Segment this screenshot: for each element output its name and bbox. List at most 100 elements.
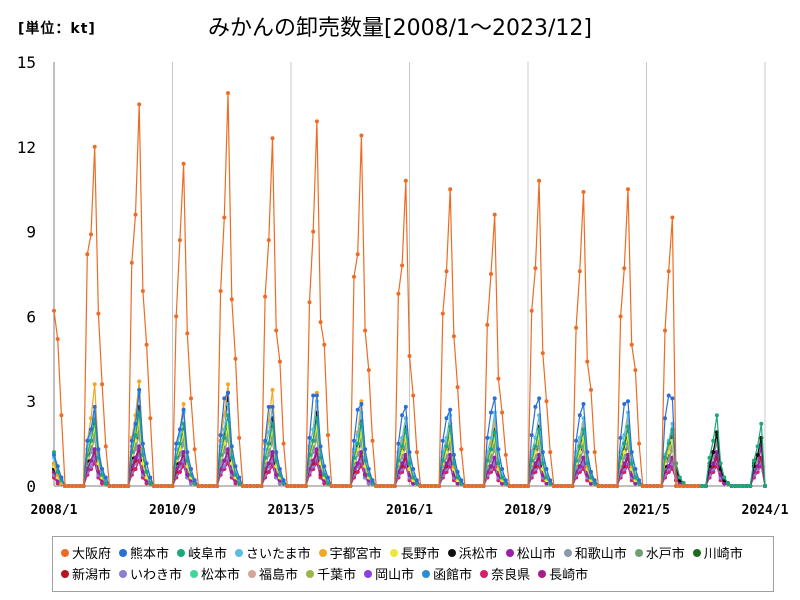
series-path bbox=[613, 189, 654, 487]
data-point bbox=[611, 484, 616, 488]
data-point bbox=[252, 484, 256, 488]
data-point bbox=[263, 438, 268, 443]
y-tick-label: 9 bbox=[26, 223, 36, 242]
data-point bbox=[577, 458, 582, 463]
data-point bbox=[492, 396, 497, 401]
data-point bbox=[326, 481, 330, 486]
data-point bbox=[718, 461, 723, 466]
data-point bbox=[681, 484, 686, 488]
data-point bbox=[55, 337, 60, 341]
data-point bbox=[755, 464, 760, 469]
data-point bbox=[177, 441, 182, 446]
data-point bbox=[496, 461, 501, 466]
data-point bbox=[318, 444, 323, 449]
data-point bbox=[270, 136, 275, 141]
data-point bbox=[52, 308, 56, 313]
legend-marker-icon bbox=[61, 548, 69, 557]
data-point bbox=[222, 464, 227, 469]
data-point bbox=[485, 458, 490, 463]
gridlines bbox=[53, 62, 766, 486]
data-point bbox=[396, 441, 401, 446]
data-point bbox=[92, 382, 97, 387]
data-point bbox=[522, 484, 527, 488]
data-point bbox=[696, 484, 701, 488]
data-point bbox=[226, 91, 230, 96]
legend-marker-icon bbox=[538, 569, 547, 578]
data-point bbox=[85, 252, 90, 257]
data-point bbox=[637, 441, 642, 446]
data-point bbox=[218, 289, 223, 293]
legend-item: 函館市 bbox=[422, 563, 472, 584]
legend-label: 浜松市 bbox=[458, 547, 498, 562]
x-tick-label: 2018/9 bbox=[505, 503, 552, 518]
data-point bbox=[537, 427, 542, 432]
data-point bbox=[233, 356, 238, 361]
data-point bbox=[192, 447, 197, 452]
data-point bbox=[166, 484, 171, 488]
data-point bbox=[500, 475, 505, 480]
legend-marker-icon bbox=[248, 569, 257, 578]
legend-marker-icon bbox=[447, 548, 456, 557]
series-path bbox=[479, 214, 521, 487]
legend-marker-icon bbox=[119, 569, 128, 578]
data-point bbox=[411, 467, 416, 471]
data-point bbox=[533, 461, 538, 466]
data-point bbox=[140, 469, 145, 474]
data-point bbox=[74, 484, 79, 488]
data-point bbox=[400, 263, 405, 268]
data-point bbox=[63, 484, 68, 488]
data-point bbox=[666, 393, 671, 398]
data-point bbox=[666, 464, 671, 469]
data-point bbox=[322, 464, 327, 469]
data-point bbox=[666, 269, 671, 274]
x-tick-label: 2010/9 bbox=[149, 503, 196, 518]
data-point bbox=[692, 484, 697, 488]
data-point bbox=[581, 402, 586, 406]
data-point bbox=[555, 484, 560, 488]
data-point bbox=[229, 297, 234, 302]
data-point bbox=[455, 385, 460, 390]
legend-label: 福島市 bbox=[259, 568, 299, 583]
chart-title: みかんの卸売数量[2008/1～2023/12] bbox=[208, 16, 592, 41]
series-path bbox=[79, 146, 121, 487]
data-point bbox=[492, 212, 497, 217]
data-point bbox=[318, 320, 323, 325]
data-point bbox=[237, 435, 242, 440]
data-point bbox=[326, 475, 330, 480]
data-point bbox=[581, 427, 586, 432]
data-point bbox=[311, 450, 316, 455]
data-point bbox=[644, 484, 649, 488]
legend-item: 松山市 bbox=[505, 542, 556, 563]
data-point bbox=[307, 300, 312, 305]
data-point bbox=[403, 427, 408, 432]
data-point bbox=[492, 455, 497, 460]
data-point bbox=[459, 447, 464, 452]
data-point bbox=[744, 484, 749, 488]
data-point bbox=[533, 404, 538, 409]
legend-item: 川崎市 bbox=[692, 542, 743, 563]
data-point bbox=[407, 450, 412, 455]
data-point bbox=[548, 478, 553, 483]
data-point bbox=[326, 433, 330, 438]
data-point bbox=[96, 447, 101, 452]
data-point bbox=[500, 410, 505, 415]
data-point bbox=[422, 484, 427, 488]
data-point bbox=[181, 450, 186, 455]
data-point bbox=[711, 461, 716, 466]
data-point bbox=[211, 484, 216, 488]
data-point bbox=[677, 481, 682, 486]
data-point bbox=[477, 484, 482, 488]
data-point bbox=[470, 484, 475, 488]
data-point bbox=[159, 484, 164, 488]
y-tick-label: 15 bbox=[17, 53, 36, 72]
data-point bbox=[411, 475, 416, 480]
data-point bbox=[311, 438, 316, 443]
data-point bbox=[485, 435, 490, 440]
data-point bbox=[229, 469, 234, 474]
data-point bbox=[748, 484, 753, 488]
legend-label: 水戸市 bbox=[645, 547, 685, 562]
series-path bbox=[124, 104, 166, 487]
data-point bbox=[144, 469, 149, 474]
data-point bbox=[274, 458, 279, 463]
data-point bbox=[633, 481, 638, 486]
